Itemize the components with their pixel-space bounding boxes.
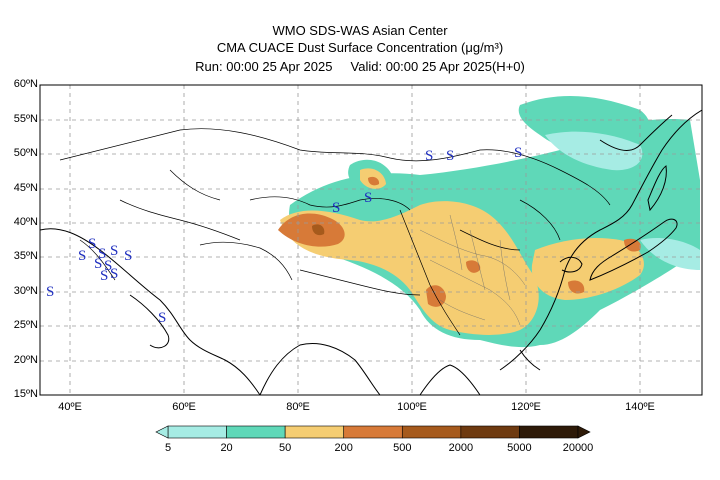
dust-storm-symbol: S xyxy=(514,145,522,161)
lat-tick-label: 15ºN xyxy=(13,388,38,400)
dust-field-pale xyxy=(545,131,700,270)
dust-storm-symbol: S xyxy=(446,148,454,164)
map-frame xyxy=(39,84,703,396)
dust-storm-symbol: S xyxy=(425,148,433,164)
map-subtitle: CMA CUACE Dust Surface Concentration (μg… xyxy=(216,40,504,55)
map-borders xyxy=(59,128,611,336)
legend-max-arrow xyxy=(577,425,591,439)
dust-storm-symbol: S xyxy=(158,310,166,326)
lat-tick-label: 35ºN xyxy=(13,250,38,262)
legend-threshold-label: 500 xyxy=(393,442,412,454)
legend-threshold-label: 20 xyxy=(220,442,233,454)
legend-threshold-label: 5 xyxy=(164,442,172,454)
dust-storm-symbol: S xyxy=(110,243,118,259)
legend-threshold-label: 50 xyxy=(279,442,292,454)
dust-storm-symbol: S xyxy=(94,256,102,272)
lat-tick-label: 20ºN xyxy=(13,354,38,366)
legend-color-box xyxy=(284,425,345,439)
lon-tick-label: 60ºE xyxy=(172,401,196,413)
province-borders xyxy=(419,214,526,326)
lat-tick-label: 60ºN xyxy=(13,78,38,90)
lat-tick-label: 50ºN xyxy=(13,147,38,159)
legend-min-arrow xyxy=(155,425,169,439)
dust-storm-symbol: S xyxy=(78,248,86,264)
dust-storm-symbol: S xyxy=(100,268,108,284)
lat-tick-label: 45ºN xyxy=(13,182,38,194)
lat-tick-label: 30ºN xyxy=(13,285,38,297)
dust-field-very-high xyxy=(312,224,325,236)
valid-label: Valid: 00:00 25 Apr 2025(H+0) xyxy=(350,59,525,74)
lon-tick-label: 140ºE xyxy=(625,401,655,413)
map-title: WMO SDS-WAS Asian Center xyxy=(272,23,448,38)
run-label: Run: 00:00 25 Apr 2025 xyxy=(195,59,333,74)
run-valid-line: Run: 00:00 25 Apr 2025 Valid: 00:00 25 A… xyxy=(0,58,720,75)
dust-field-high xyxy=(278,176,641,307)
legend-threshold-label: 20000 xyxy=(562,442,594,454)
legend-color-box xyxy=(167,425,227,439)
legend-color-box xyxy=(226,425,286,439)
dust-storm-symbol: S xyxy=(104,258,112,274)
map-graticule xyxy=(40,85,702,395)
dust-storm-symbol: S xyxy=(332,200,340,216)
lat-tick-label: 25ºN xyxy=(13,319,38,331)
dust-storm-symbol: S xyxy=(98,246,106,262)
legend-threshold-label: 5000 xyxy=(507,442,532,454)
legend-color-box xyxy=(401,425,462,439)
lat-tick-label: 40ºN xyxy=(13,216,38,228)
legend-threshold-label: 2000 xyxy=(448,442,474,454)
legend-color-box xyxy=(460,425,520,439)
lon-tick-label: 100ºE xyxy=(397,401,427,413)
legend-color-box xyxy=(519,425,579,439)
lon-tick-label: 80ºE xyxy=(286,401,310,413)
legend-threshold-label: 200 xyxy=(334,442,353,454)
map-coastlines xyxy=(40,109,702,395)
legend-color-box xyxy=(343,425,403,439)
dust-storm-symbol: S xyxy=(88,236,96,252)
dust-storm-symbol: S xyxy=(110,266,118,282)
dust-storm-symbol: S xyxy=(124,248,132,264)
lon-tick-label: 120ºE xyxy=(511,401,541,413)
dust-storm-symbol: S xyxy=(46,284,54,300)
lat-tick-label: 55ºN xyxy=(13,113,38,125)
lon-tick-label: 40ºE xyxy=(58,401,82,413)
dust-storm-symbol: S xyxy=(364,190,372,206)
